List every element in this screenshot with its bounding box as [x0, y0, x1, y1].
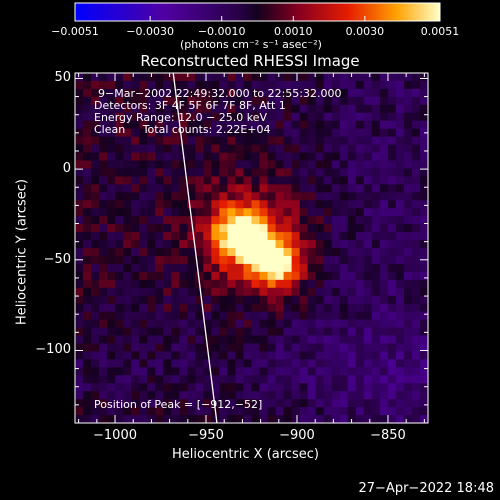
chart-title: Reconstructed RHESSI Image: [140, 52, 360, 70]
colorbar: [74, 2, 441, 22]
colorbar-tick-label: −0.0010: [197, 25, 246, 38]
colorbar-tick-label: 0.0010: [274, 25, 313, 38]
x-tick-label: −1000: [93, 428, 138, 443]
x-tick-label: −900: [279, 428, 315, 443]
plot-frame: [74, 72, 429, 424]
annotation-clean: Clean Total counts: 2.22E+04: [94, 123, 271, 136]
y-tick-label: 50: [54, 70, 71, 86]
colorbar-tick-label: −0.0030: [126, 25, 174, 38]
annotation-peak: Position of Peak = [−912,−52]: [94, 398, 263, 411]
annotation-detectors: Detectors: 3F 4F 5F 6F 7F 8F, Att 1: [94, 99, 286, 112]
footer-timestamp: 27−Apr−2022 18:48: [358, 481, 495, 496]
heatmap-pixels: [75, 73, 429, 424]
x-tick-label: −850: [370, 428, 406, 443]
annotation-energy: Energy Range: 12.0 − 25.0 keV: [94, 111, 268, 124]
y-axis-label: Heliocentric Y (arcsec): [14, 179, 30, 325]
y-tick-label: −50: [43, 251, 71, 267]
y-tick-label: 0: [62, 161, 71, 177]
colorbar-tick-label: 0.0051: [420, 25, 460, 38]
annotation-time-range: 9−Mar−2002 22:49:32.000 to 22:55:32.000: [98, 87, 342, 100]
colorbar-tick-label: −0.0051: [51, 25, 99, 38]
solar-limb-line: [172, 72, 218, 424]
colorbar-tick-label: 0.0030: [345, 25, 385, 38]
y-tick-label: −100: [35, 342, 71, 358]
colorbar-units: (photons cm⁻² s⁻¹ asec⁻²): [180, 38, 322, 51]
colorbar-gradient: [74, 2, 441, 22]
x-axis-label: Heliocentric X (arcsec): [172, 447, 319, 462]
x-tick-label: −950: [188, 428, 224, 443]
